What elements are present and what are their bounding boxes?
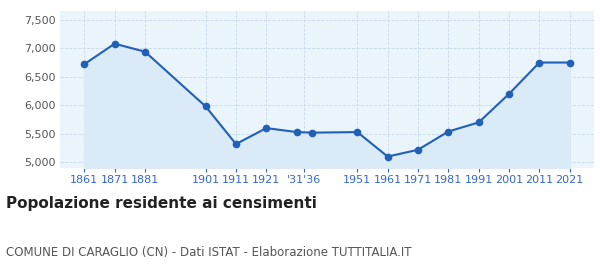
Text: Popolazione residente ai censimenti: Popolazione residente ai censimenti: [6, 196, 317, 211]
Text: COMUNE DI CARAGLIO (CN) - Dati ISTAT - Elaborazione TUTTITALIA.IT: COMUNE DI CARAGLIO (CN) - Dati ISTAT - E…: [6, 246, 412, 259]
